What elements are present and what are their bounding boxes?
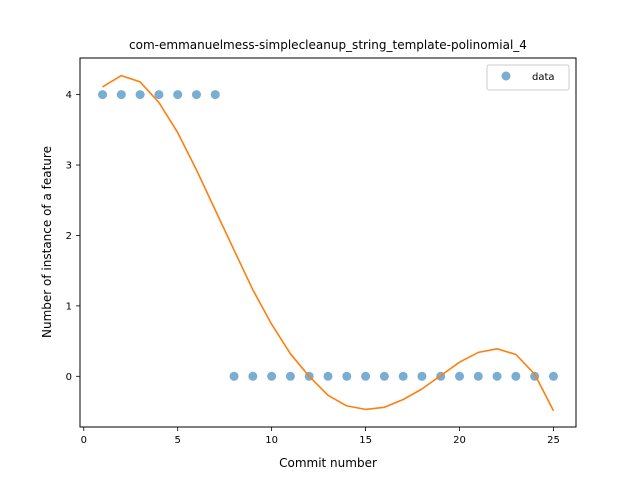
legend-marker-data <box>501 71 511 81</box>
data-point <box>492 371 502 381</box>
data-point <box>398 371 408 381</box>
data-point <box>135 90 145 100</box>
x-tick-label: 5 <box>175 435 181 446</box>
data-point <box>173 90 183 100</box>
x-tick-label: 25 <box>547 435 560 446</box>
data-point <box>473 371 483 381</box>
x-tick-label: 20 <box>453 435 466 446</box>
chart-title: com-emmanuelmess-simplecleanup_string_te… <box>129 38 527 52</box>
y-axis-label: Number of instance of a feature <box>40 146 54 338</box>
data-point <box>154 90 164 100</box>
data-point <box>342 371 352 381</box>
data-point <box>229 371 239 381</box>
data-point <box>548 371 558 381</box>
legend-label-data: data <box>532 72 555 83</box>
x-axis-label: Commit number <box>279 456 377 470</box>
data-point <box>285 371 295 381</box>
y-tick-label: 0 <box>66 372 72 383</box>
fit-line <box>102 74 555 412</box>
data-point <box>116 90 126 100</box>
data-point <box>267 371 277 381</box>
x-tick-label: 15 <box>359 435 372 446</box>
data-point <box>417 371 427 381</box>
x-tick-label: 0 <box>81 435 87 446</box>
x-tick-label: 10 <box>265 435 278 446</box>
legend: data <box>486 64 570 91</box>
y-tick-label: 4 <box>66 90 72 101</box>
y-tick-label: 1 <box>66 301 72 312</box>
data-point <box>379 371 389 381</box>
data-point <box>323 371 333 381</box>
plot-area <box>98 74 558 412</box>
axes-frame <box>79 57 577 428</box>
legend-box <box>486 64 570 91</box>
data-point <box>210 90 220 100</box>
data-point <box>361 371 371 381</box>
data-point <box>455 371 465 381</box>
data-point <box>248 371 258 381</box>
axis-ticks: 0 5 10 15 20 25 0 1 2 3 4 <box>66 90 560 446</box>
y-tick-label: 3 <box>66 161 72 172</box>
y-tick-label: 2 <box>66 231 72 242</box>
data-point <box>191 90 201 100</box>
data-point <box>511 371 521 381</box>
data-point <box>98 90 108 100</box>
